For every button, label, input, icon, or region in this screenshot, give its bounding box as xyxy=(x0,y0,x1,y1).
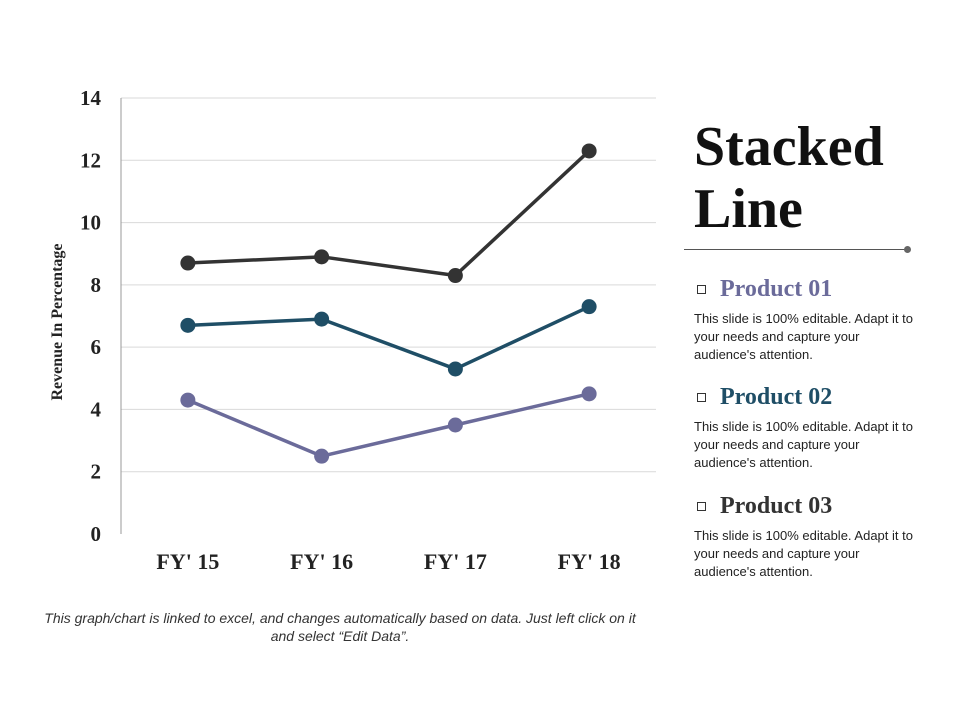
data-point xyxy=(581,143,597,159)
legend-item-product-01: Product 01 This slide is 100% editable. … xyxy=(694,274,924,364)
x-tick-label: FY' 15 xyxy=(156,549,219,574)
legend-description: This slide is 100% editable. Adapt it to… xyxy=(694,419,913,470)
title-divider xyxy=(684,249,906,250)
series-line xyxy=(187,149,591,278)
legend-description: This slide is 100% editable. Adapt it to… xyxy=(694,528,913,579)
title-line-2: Line xyxy=(694,178,803,240)
legend-item-product-03: Product 03 This slide is 100% editable. … xyxy=(694,491,924,581)
y-tick-label: 14 xyxy=(80,86,102,110)
series-2 xyxy=(180,299,597,377)
x-tick-label: FY' 16 xyxy=(290,549,353,574)
x-tick-labels: FY' 15 FY' 16 FY' 17 FY' 18 xyxy=(156,549,620,574)
series-3 xyxy=(180,143,597,284)
data-point xyxy=(180,317,196,333)
checkbox-icon xyxy=(697,501,706,511)
series-line xyxy=(187,305,590,371)
data-point xyxy=(314,311,330,327)
y-tick-label: 2 xyxy=(91,460,102,484)
data-point xyxy=(581,386,597,402)
data-point xyxy=(314,249,330,265)
data-point xyxy=(447,361,463,377)
legend-name: Product 01 xyxy=(720,275,833,302)
title-divider-dot xyxy=(904,246,911,253)
series-1 xyxy=(180,386,597,464)
legend-name: Product 02 xyxy=(720,383,833,410)
checkbox-icon xyxy=(697,392,706,402)
title-line-1: Stacked xyxy=(694,116,884,178)
data-point xyxy=(180,392,196,408)
data-point xyxy=(447,268,463,284)
data-point xyxy=(180,255,196,271)
y-tick-label: 4 xyxy=(91,397,102,421)
data-point xyxy=(447,417,463,433)
y-tick-labels: 0 2 4 6 8 10 12 14 xyxy=(80,86,102,546)
checkbox-icon xyxy=(697,284,706,294)
data-point xyxy=(314,448,330,464)
y-tick-label: 12 xyxy=(80,148,101,172)
line-chart: 0 2 4 6 8 10 12 14 FY' 15 FY' 16 FY' 17 FY' 18 Rev… xyxy=(49,86,656,574)
slide-title: Stacked Line xyxy=(694,116,954,240)
chart-footnote: This graph/chart is linked to excel, and… xyxy=(44,610,636,644)
legend-item-product-02: Product 02 This slide is 100% editable. … xyxy=(694,382,924,472)
series-layer xyxy=(180,143,597,464)
y-axis-title: Revenue In Percentage xyxy=(49,244,66,401)
x-tick-label: FY' 17 xyxy=(424,549,487,574)
series-line xyxy=(187,392,590,458)
y-tick-label: 10 xyxy=(80,211,101,235)
y-tick-label: 8 xyxy=(91,273,102,297)
legend-name: Product 03 xyxy=(720,492,833,519)
legend-description: This slide is 100% editable. Adapt it to… xyxy=(694,311,913,362)
data-point xyxy=(581,299,597,315)
x-tick-label: FY' 18 xyxy=(558,549,621,574)
y-tick-label: 0 xyxy=(91,522,102,546)
y-tick-label: 6 xyxy=(91,335,102,359)
gridlines xyxy=(121,97,656,473)
